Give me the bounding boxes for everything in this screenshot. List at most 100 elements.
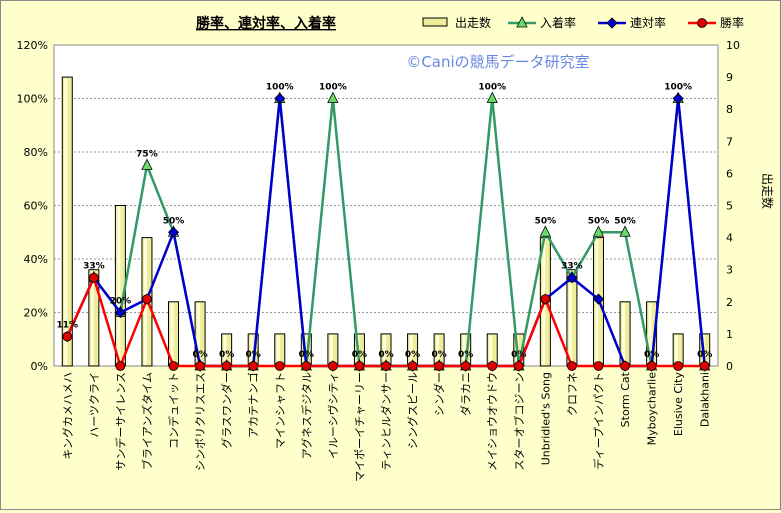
x-category-label: ブライアンズタイム [140,372,154,470]
legend-item-出走数: 出走数 [422,15,491,30]
bar-highlight [250,334,254,365]
x-category-label: クロフネ [566,372,579,416]
x-category-label: サンデーサイレンス [113,372,127,471]
data-label: 0% [246,350,261,360]
point-勝率 [620,361,630,371]
legend: 出走数 入着率 連対率 勝率 [422,15,744,30]
x-category-label: イルーシヴシティ [326,372,340,459]
bar-highlight [170,302,174,365]
data-label: 100% [478,83,506,93]
point-連対率 [592,293,605,305]
bar-highlight [675,334,679,365]
x-category-label: Unbridled's Song [539,372,552,465]
x-category-label: アグネスデジタル [299,372,313,459]
point-勝率 [699,361,710,371]
x-category-label: マイポーイチャーリー [353,372,366,482]
point-勝率 [381,361,391,371]
data-label: 0% [644,350,659,360]
point-勝率 [434,361,445,371]
data-label: 50% [535,216,557,226]
data-label: 11% [57,321,79,331]
x-category-label: コンデュイット [167,372,181,449]
point-勝率 [673,361,684,371]
data-label: 0% [431,350,446,360]
data-label: 0% [511,350,526,360]
point-勝率 [513,361,524,371]
y-right-tick-label: 7 [726,135,733,148]
x-category-label: スターオブコジーン [512,372,526,470]
y-right-tick-label: 9 [726,71,733,84]
point-勝率 [460,361,471,371]
data-label: 0% [192,350,207,360]
data-label: 50% [614,216,636,226]
y-right-tick-label: 4 [726,232,733,245]
y-right-tick-label: 8 [726,103,733,116]
point-入着率 [327,91,339,103]
bar-highlight [436,334,440,365]
grid-lines [54,98,718,313]
point-勝率 [354,361,365,371]
y-right-tick-label: 6 [726,167,733,180]
x-category-label: ティンヒルダンサー [379,372,393,470]
data-label: 33% [561,262,583,272]
point-勝率 [327,361,338,371]
data-label: 100% [664,83,692,93]
y-right-tick-label: 3 [726,264,733,277]
bar-highlight [568,270,572,365]
data-label: 0% [697,350,712,360]
point-勝率 [540,294,551,305]
y-right-tick-label: 2 [726,296,733,309]
legend-label: 連対率 [630,15,666,30]
axes: 0% 20% 40% 60% 80% 100% 120% 0 1 2 3 4 5 6 7 8 9 10 キングカメハ… [17,39,740,482]
point-連対率 [114,306,126,319]
y-left-tick-label: 20% [24,307,48,320]
point-連対率 [566,272,578,284]
data-label: 0% [378,350,393,360]
point-連対率 [274,92,286,105]
point-勝率 [62,331,73,342]
point-入着率 [619,225,631,237]
point-連対率 [167,226,180,238]
legend-label: 出走数 [455,15,491,30]
y-right-tick-label: 0 [726,360,733,373]
series-勝率 [62,272,710,371]
data-label: 0% [405,350,420,360]
point-勝率 [593,361,604,371]
bar-highlight [117,206,121,365]
x-category-label: グラスワンダー [220,372,234,449]
legend-item-入着率: 入着率 [508,15,576,30]
point-勝率 [301,361,312,371]
x-category-label: ハーツクライ [88,372,101,438]
data-label: 100% [319,83,347,93]
legend-item-勝率: 勝率 [688,15,744,30]
data-label: 50% [588,216,610,226]
chart-title: 勝率、連対率、入着率 [196,15,336,32]
data-label: 75% [136,149,158,159]
data-label: 100% [266,83,294,93]
bar-highlight [409,334,413,365]
bar-highlight [462,334,466,365]
bar-highlight [64,78,68,365]
x-category-label: シンダー [432,372,446,416]
bar-highlight [276,334,280,365]
data-label: 0% [458,350,473,360]
point-勝率 [115,361,126,371]
bar-highlight [197,302,201,365]
point-勝率 [646,361,657,371]
y-right-axis-label: 出走数 [760,173,775,209]
point-連対率 [672,92,684,105]
bar-highlight [329,334,333,365]
x-category-label: マインシャフト [274,372,287,449]
y-left-tick-label: 100% [17,93,48,106]
y-left-tick-label: 80% [24,146,48,159]
point-勝率 [195,361,205,371]
x-category-label: シンボリクリスエス [194,372,207,471]
bar-highlight [383,334,386,365]
legend-label: 勝率 [720,15,744,30]
y-right-tick-label: 1 [726,328,733,341]
bar-highlight [90,270,94,365]
point-勝率 [88,272,99,283]
point-勝率 [697,18,707,28]
legend-item-連対率: 連対率 [598,15,666,30]
